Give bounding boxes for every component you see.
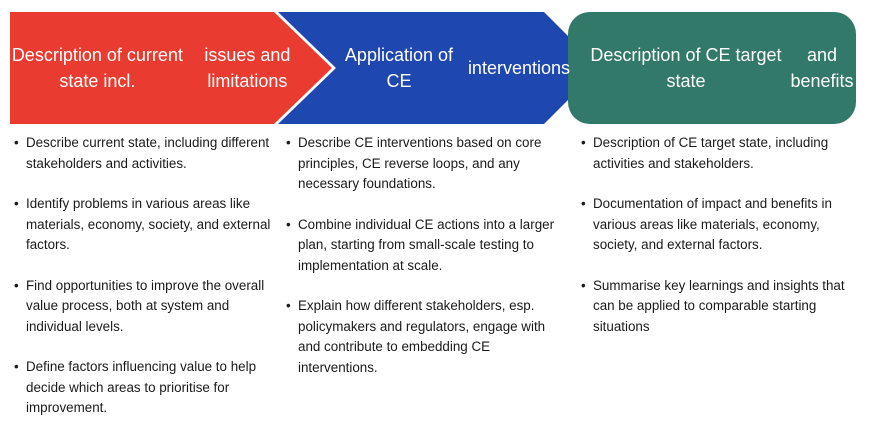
process-flow-shapes xyxy=(10,12,856,124)
stage-3-title-line2: and benefits xyxy=(790,45,854,91)
stage-1-title: Description of current state incl. issue… xyxy=(8,12,308,124)
list-item: Documentation of impact and benefits in … xyxy=(581,194,865,256)
list-item: Describe CE interventions based on core … xyxy=(286,133,564,195)
stage-2-title-line1: Application of CE xyxy=(344,45,453,91)
stage-3-title: Description of CE target state and benef… xyxy=(590,12,862,124)
stage-2-title: Application of CE interventions xyxy=(330,12,570,124)
stage-1-title-line2: issues and limitations xyxy=(204,45,291,91)
list-item: Summarise key learnings and insights tha… xyxy=(581,276,865,338)
stage-3-title-line1: Description of CE target state xyxy=(590,45,782,91)
stage-1-bullet-list: Describe current state, including differ… xyxy=(14,133,276,439)
stage-2-chevron xyxy=(278,12,600,124)
list-item: Combine individual CE actions into a lar… xyxy=(286,215,564,277)
list-item: Find opportunities to improve the overal… xyxy=(14,276,276,338)
list-item: Define factors influencing value to help… xyxy=(14,357,276,419)
list-item: Description of CE target state, includin… xyxy=(581,133,865,174)
list-item: Describe current state, including differ… xyxy=(14,133,276,174)
list-item: Identify problems in various areas like … xyxy=(14,194,276,256)
stage-3-bullet-list: Description of CE target state, includin… xyxy=(581,133,865,357)
list-item: Explain how different stakeholders, esp.… xyxy=(286,296,564,378)
stage-2-title-line2: interventions xyxy=(467,58,570,78)
stage-1-title-line1: Description of current state incl. xyxy=(11,45,183,91)
stage-2-bullet-list: Describe CE interventions based on core … xyxy=(286,133,564,398)
stage-1-arrow xyxy=(10,12,332,124)
stage-3-rounded-box xyxy=(568,12,856,124)
